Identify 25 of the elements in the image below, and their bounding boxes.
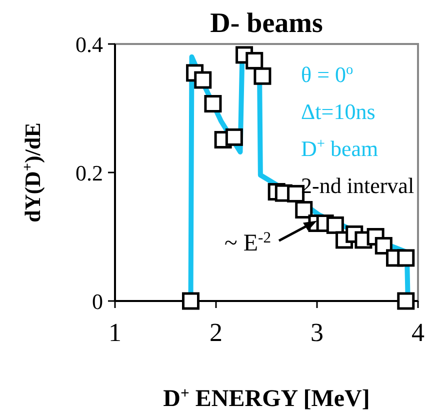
y-tick-label: 0.2 <box>76 160 103 186</box>
x-tick-label: 2 <box>210 318 222 347</box>
x-tick-label: 1 <box>108 318 122 347</box>
annotation: θ = 0$^{o}$ <box>301 62 354 87</box>
x-axis-title: D$^{+}$ ENERGY [MeV] <box>163 384 370 412</box>
annotation: 2-nd interval <box>301 173 414 198</box>
point <box>225 128 243 146</box>
point <box>397 292 415 310</box>
point <box>254 67 272 85</box>
annotation: Δt=10ns <box>301 99 376 124</box>
y-tick-label: 0.4 <box>76 32 103 57</box>
point <box>295 201 313 219</box>
point <box>374 236 392 254</box>
point <box>326 216 344 234</box>
chart-title: D- beams <box>210 8 323 39</box>
annotation: D$^{+}$ beam <box>301 136 378 161</box>
point <box>182 292 200 310</box>
y-tick-label: 0 <box>92 289 103 314</box>
point <box>246 52 264 70</box>
annotation: ~ E$^{-2}$ <box>224 229 271 257</box>
x-tick-label: 3 <box>310 318 324 347</box>
x-tick-label: 4 <box>412 318 424 347</box>
point <box>194 71 212 89</box>
point <box>204 95 222 113</box>
point <box>397 249 415 267</box>
